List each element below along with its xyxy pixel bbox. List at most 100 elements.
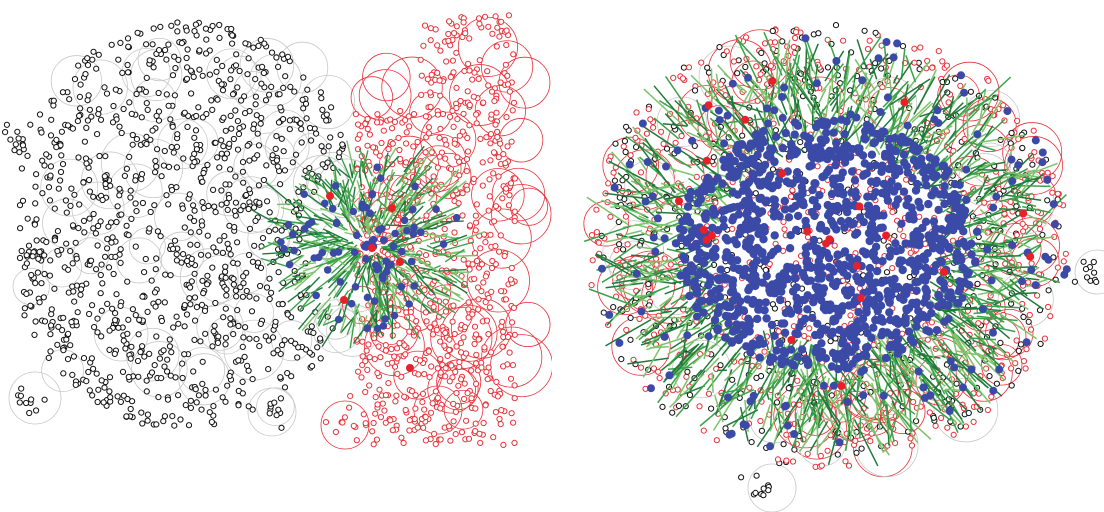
black-cell [58,152,65,159]
red-cell [375,343,382,350]
green-filament [991,286,1001,296]
red-cell [485,23,492,30]
green-filament [669,167,696,177]
red-cell [437,47,444,54]
black-cell [268,289,275,296]
green-filament [852,80,861,100]
black-cell [235,402,242,409]
black-cell [66,96,73,103]
black-cell [90,48,97,55]
black-cell [309,363,316,370]
red-cell [475,336,482,343]
mixed-cell [1045,287,1052,294]
domain-ring [949,124,1012,187]
green-filament [322,228,349,242]
black-cell [152,303,159,310]
green-filament [873,362,902,405]
mixed-cell [1023,346,1030,353]
mixed-cell [1054,264,1061,271]
black-cell [337,131,344,138]
black-cell [191,150,198,157]
red-cell [487,157,494,164]
black-cell [178,40,185,47]
red-cell [366,131,373,138]
black-cell [202,386,209,394]
green-filament [358,168,363,188]
green-filament [714,395,724,423]
red-cell [475,75,482,83]
black-cell [278,424,285,431]
red-cell [466,266,473,273]
black-cell [97,116,105,123]
black-cell [148,369,156,376]
black-cell [98,307,105,314]
black-cell [206,71,213,78]
mixed-cell [618,356,625,363]
red-cell [429,331,436,338]
black-cell [47,132,55,139]
mixed-cell [691,87,699,94]
mixed-cell [944,424,951,431]
black-cell [292,151,300,158]
black-cell [24,152,31,159]
mixed-cell [1084,274,1091,281]
green-filament [998,312,1038,340]
black-cell [195,392,202,399]
black-cell [23,399,30,407]
mixed-cell [761,60,768,67]
domain-ring [320,400,370,450]
green-filament-layer [251,140,485,349]
black-cell [133,208,140,215]
green-filament [977,352,997,367]
black-cell [117,302,124,309]
black-cell [81,229,88,236]
black-cell [222,334,229,341]
mixed-cell [1029,161,1036,168]
black-cell [218,201,225,208]
mixed-cell [589,257,596,264]
green-filament [651,316,688,319]
mixed-cell [762,266,769,274]
green-filament [1025,277,1040,281]
black-cell [196,66,203,73]
blue-tip [400,216,409,225]
green-filament [786,70,821,117]
blue-tip [363,293,372,302]
mixed-cell [686,391,694,399]
green-filament [417,214,447,225]
black-cell [222,268,229,275]
black-cell [318,95,325,102]
black-cell [55,185,62,192]
black-cell [263,284,271,291]
mixed-cell [729,225,736,232]
green-filament [628,269,654,276]
mixed-cell [746,384,753,391]
black-cell [286,117,293,124]
green-filament [715,389,755,408]
red-cell [350,422,357,429]
red-cell [472,212,479,219]
mixed-cell [924,336,931,343]
mixed-cell [861,27,868,34]
black-cell [239,159,247,166]
red-cell [465,435,473,442]
black-cell [197,251,205,258]
black-cell [274,347,281,354]
red-cell [452,368,459,375]
black-cell [196,228,203,235]
green-filament [325,230,342,243]
black-cell [198,301,206,308]
green-filament [692,344,715,365]
green-filament [849,416,855,441]
green-filament [955,375,982,411]
black-cell [239,168,246,175]
green-filament [669,373,705,408]
black-cell [63,209,70,216]
black-cell [152,169,159,176]
black-cell [69,371,76,378]
green-filament [450,270,465,282]
green-filament [361,160,367,179]
green-filament [810,353,817,373]
red-cell [464,390,471,397]
green-filament [356,180,362,197]
